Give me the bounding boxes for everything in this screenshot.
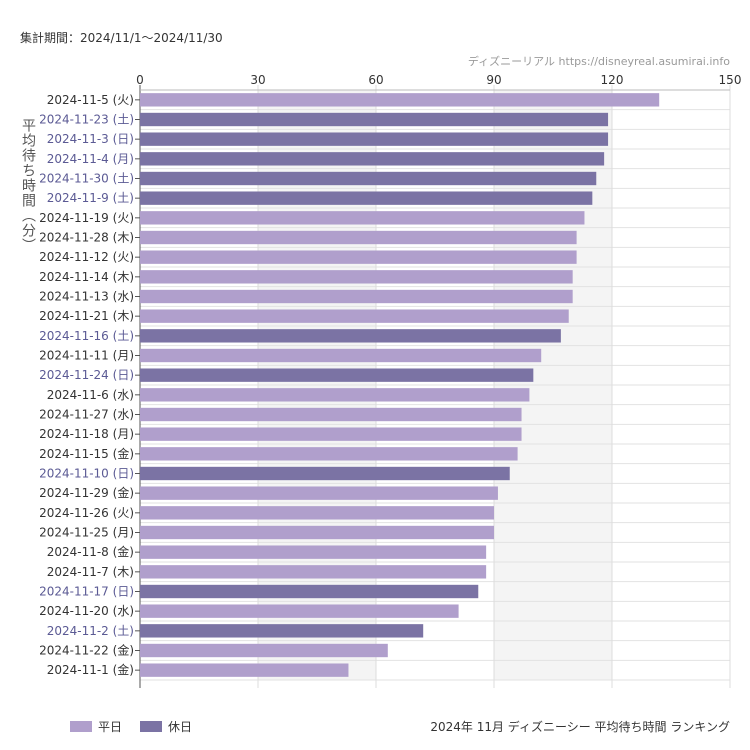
bar [140, 584, 479, 599]
bar [140, 486, 498, 500]
category-label: 2024-11-28 (木) [39, 231, 134, 245]
y-axis-label: 平均待ち時間（分） [20, 118, 36, 253]
bar [140, 565, 487, 579]
category-label: 2024-11-19 (火) [39, 211, 134, 225]
x-tick-label: 0 [136, 73, 144, 87]
bar [140, 525, 494, 540]
category-label: 2024-11-14 (木) [39, 270, 134, 284]
bar [140, 270, 573, 284]
category-label: 2024-11-9 (土) [47, 191, 134, 205]
category-label: 2024-11-26 (火) [39, 506, 134, 520]
category-label: 2024-11-8 (金) [47, 544, 134, 559]
bar [140, 93, 660, 107]
bar [140, 624, 424, 638]
category-label: 2024-11-2 (土) [47, 624, 134, 638]
x-tick-label: 150 [719, 73, 742, 87]
chart-title: 2024年 11月 ディズニーシー 平均待ち時間 ランキング [430, 720, 730, 734]
bar [140, 191, 593, 205]
category-label: 2024-11-16 (土) [39, 329, 134, 343]
category-label: 2024-11-29 (金) [39, 485, 134, 500]
category-label: 2024-11-25 (月) [39, 526, 134, 540]
x-tick-label: 90 [486, 73, 501, 87]
category-label: 2024-11-20 (水) [39, 604, 134, 618]
bar [140, 447, 518, 461]
category-label: 2024-11-4 (月) [47, 152, 134, 166]
bar [140, 132, 609, 146]
bar [140, 427, 522, 441]
category-label: 2024-11-17 (日) [39, 585, 134, 599]
aggregation-period: 集計期間：2024/11/1〜2024/11/30 [20, 31, 223, 45]
category-label: 2024-11-27 (水) [39, 408, 134, 422]
bar [140, 211, 585, 225]
x-tick-label: 60 [368, 73, 383, 87]
category-label: 2024-11-11 (月) [39, 349, 134, 363]
bar [140, 545, 487, 559]
legend-label-weekday: 平日 [98, 720, 123, 734]
bar [140, 230, 577, 245]
bar [140, 663, 349, 677]
x-tick-label: 30 [250, 73, 265, 87]
bar [140, 604, 459, 618]
bar [140, 329, 561, 343]
legend-label-holiday: 休日 [168, 720, 193, 734]
category-label: 2024-11-12 (火) [39, 250, 134, 264]
bar [140, 506, 494, 520]
category-label: 2024-11-23 (土) [39, 113, 134, 127]
category-label: 2024-11-1 (金) [47, 662, 134, 677]
bar [140, 368, 534, 382]
category-label: 2024-11-6 (水) [47, 388, 134, 402]
source-watermark: ディズニーリアル https://disneyreal.asumirai.inf… [467, 55, 730, 68]
category-label: 2024-11-21 (木) [39, 309, 134, 323]
category-label: 2024-11-30 (土) [39, 172, 134, 186]
bar [140, 112, 609, 127]
x-tick-label: 120 [601, 73, 624, 87]
bar [140, 407, 522, 422]
legend-swatch-holiday [140, 721, 163, 732]
bar [140, 348, 542, 363]
category-label: 2024-11-15 (金) [39, 446, 134, 461]
bar [140, 250, 577, 264]
bar [140, 466, 510, 481]
legend-item-weekday[interactable]: 平日 [70, 718, 122, 735]
category-label: 2024-11-5 (火) [47, 93, 134, 107]
bar [140, 388, 530, 402]
category-label: 2024-11-24 (日) [39, 368, 134, 382]
legend: 平日 休日 [70, 718, 192, 735]
category-label: 2024-11-13 (水) [39, 290, 134, 304]
category-label: 2024-11-7 (木) [47, 565, 134, 579]
bar [140, 289, 573, 304]
bar [140, 152, 605, 166]
category-label: 2024-11-3 (日) [47, 132, 134, 146]
bar [140, 171, 597, 186]
category-label: 2024-11-22 (金) [39, 643, 134, 658]
category-label: 2024-11-18 (月) [39, 427, 134, 441]
category-label: 2024-11-10 (日) [39, 467, 134, 481]
bar [140, 643, 388, 658]
legend-item-holiday[interactable]: 休日 [140, 718, 192, 735]
bar [140, 309, 569, 323]
legend-swatch-weekday [70, 721, 92, 732]
